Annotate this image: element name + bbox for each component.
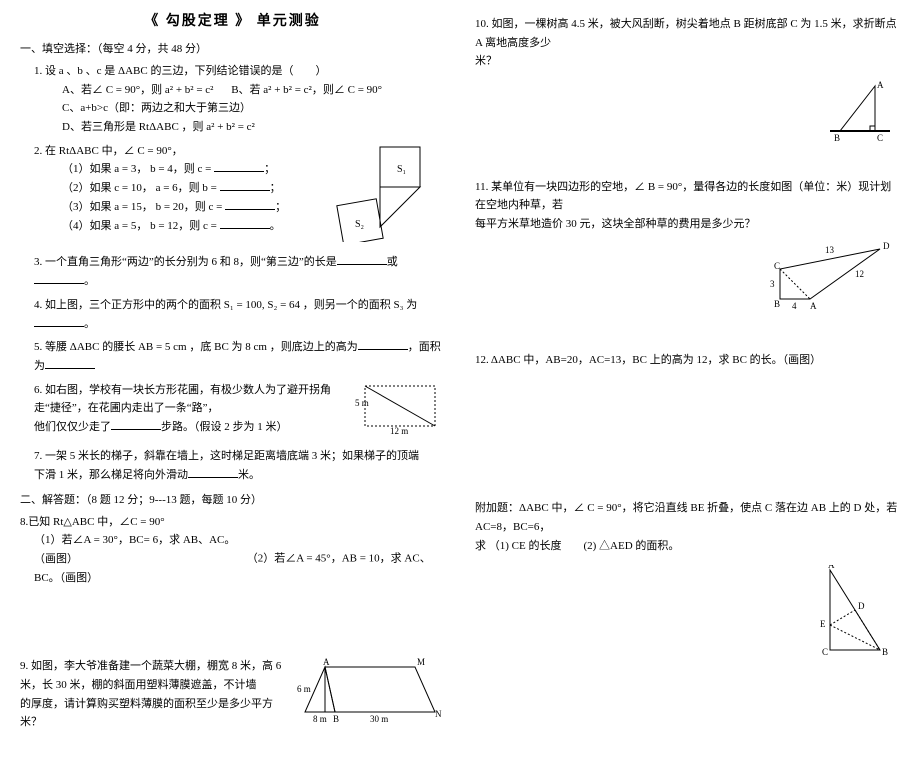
q2-s4: （4）如果 a = 5， b = 12，则 c = <box>62 220 220 232</box>
q7: 7. 一架 5 米长的梯子，斜靠在墙上，这时梯足距离墙底端 3 米；如果梯子的顶… <box>34 447 445 484</box>
q3: 3. 一个直角三角形“两边”的长分别为 6 和 8，则“第三边”的长是或。 <box>34 253 445 290</box>
svg-text:B: B <box>882 647 888 657</box>
svg-text:M: M <box>417 657 425 667</box>
svg-text:C: C <box>877 133 883 143</box>
blank <box>220 217 270 229</box>
svg-text:B: B <box>333 714 339 724</box>
fig-s2: S₂ <box>355 219 364 230</box>
svg-text:A: A <box>877 80 884 90</box>
blank <box>214 160 264 172</box>
q1: 1. 设 a 、b 、c 是 ΔABC 的三边，下列结论错误的是（ ） A、若∠… <box>34 62 445 137</box>
q11: 11. 某单位有一块四边形的空地，∠ B = 90°，量得各边的长度如图（单位：… <box>475 178 900 326</box>
part1-heading: 一、填空选择：（每空 4 分，共 48 分） <box>20 40 445 56</box>
svg-text:A: A <box>810 301 817 311</box>
svg-text:D: D <box>883 241 890 251</box>
svg-text:13: 13 <box>825 245 835 255</box>
q1-optA: A、若∠ C = 90°，则 a² + b² = c² <box>62 81 213 100</box>
svg-text:8 m: 8 m <box>313 714 327 724</box>
blank <box>188 466 238 478</box>
q11-figure: C B A D 3 4 12 13 <box>475 239 900 326</box>
svg-text:C: C <box>822 647 828 657</box>
blank <box>337 253 387 265</box>
q1-optC: C、a+b>c（即：两边之和大于第三边） <box>62 99 251 118</box>
part2-heading: 二、解答题：（8 题 12 分；9---13 题，每题 10 分） <box>20 491 445 507</box>
svg-text:A: A <box>323 657 330 667</box>
q4: 4. 如上图，三个正方形中的两个的面积 S₁ = 100, S₂ = 64 ，则… <box>34 296 445 333</box>
doc-title: 《 勾股定理 》 单元测验 <box>20 10 445 30</box>
blank <box>220 179 270 191</box>
svg-text:12 m: 12 m <box>390 426 408 436</box>
svg-text:30 m: 30 m <box>370 714 388 724</box>
svg-text:A: A <box>828 565 835 570</box>
q2-figure: S₁ S₂ <box>325 142 445 249</box>
q8: 8.已知 Rt△ABC 中，∠C = 90° （1）若∠A = 30°，BC= … <box>20 513 445 588</box>
fig-s1: S₁ <box>397 164 406 175</box>
blank <box>34 315 84 327</box>
q1-optD: D、若三角形是 RtΔABC ，则 a² + b² = c² <box>62 118 255 137</box>
blank <box>225 198 275 210</box>
svg-text:C: C <box>774 261 780 271</box>
q9: A M B N 6 m 8 m 30 m 9. 如图，李大爷准备建一个蔬菜大棚，… <box>20 657 445 744</box>
svg-text:B: B <box>834 133 840 143</box>
blank <box>358 338 408 350</box>
q10: 10. 如图，一棵树高 4.5 米，被大风刮断，树尖着地点 B 距树底部 C 为… <box>475 15 900 153</box>
svg-text:12: 12 <box>855 269 864 279</box>
q1-optB: B、若 a² + b² = c²，则∠ C = 90° <box>231 81 382 100</box>
q6-figure: 5 m 12 m <box>355 381 445 443</box>
q5: 5. 等腰 ΔABC 的腰长 AB = 5 cm ，底 BC 为 8 cm ，则… <box>34 338 445 375</box>
svg-text:4: 4 <box>792 301 797 311</box>
bonus: 附加题：ΔABC 中，∠ C = 90°，将它沿直线 BE 折叠，使点 C 落在… <box>475 499 900 672</box>
svg-text:B: B <box>774 299 780 309</box>
bonus-figure: A B C D E <box>475 565 900 672</box>
svg-text:6 m: 6 m <box>297 684 311 694</box>
q2: S₁ S₂ 2. 在 RtΔABC 中，∠ C = 90°， （1）如果 a =… <box>34 142 445 249</box>
q10-figure: A B C <box>475 76 900 153</box>
q12: 12. ΔABC 中，AB=20，AC=13，BC 上的高为 12，求 BC 的… <box>475 351 900 370</box>
svg-text:E: E <box>820 619 826 629</box>
q2-s3: （3）如果 a = 15， b = 20，则 c = <box>62 201 225 213</box>
q2-s2: （2）如果 c = 10， a = 6，则 b = <box>62 182 220 194</box>
svg-text:5 m: 5 m <box>355 398 369 408</box>
blank <box>34 272 84 284</box>
q1-stem: 1. 设 a 、b 、c 是 ΔABC 的三边，下列结论错误的是（ ） <box>34 62 445 81</box>
blank <box>111 418 161 430</box>
svg-text:D: D <box>858 601 865 611</box>
q9-figure: A M B N 6 m 8 m 30 m <box>295 657 445 744</box>
q6: 5 m 12 m 6. 如右图，学校有一块长方形花圃，有极少数人为了避开拐角走“… <box>34 381 445 443</box>
q8-s1: （1）若∠A = 30°，BC= 6，求 AB、AC。（画图） <box>34 531 244 568</box>
q2-s1: （1）如果 a = 3， b = 4，则 c = <box>62 163 214 175</box>
blank <box>45 357 95 369</box>
svg-text:N: N <box>435 709 442 719</box>
svg-text:3: 3 <box>770 279 775 289</box>
